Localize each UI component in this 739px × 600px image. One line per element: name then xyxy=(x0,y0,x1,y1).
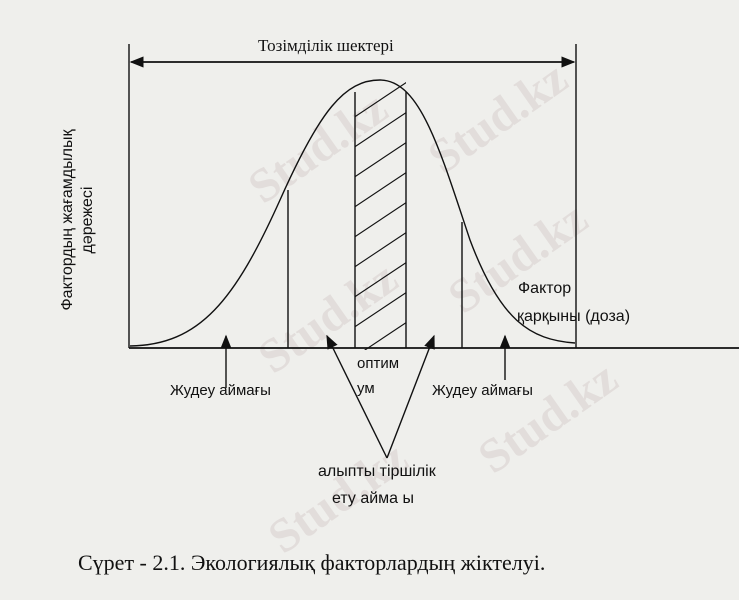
optimum-label-line1: оптим xyxy=(357,355,400,372)
pessimum-left-label: Жудеу аймағы xyxy=(170,382,271,399)
tolerance-curve xyxy=(129,79,576,347)
optimum-hatch xyxy=(355,82,406,350)
y-axis-label-line1: Фактордың жағамдылық xyxy=(59,129,76,311)
tolerance-label: Тозімділік шектері xyxy=(258,36,394,55)
y-axis-label: Фактордың жағамдылық дәрежесі xyxy=(58,90,98,350)
normal-zone-label-line2: ету айма ы xyxy=(332,490,414,507)
figure-caption: Сүрет - 2.1. Экологиялық факторлардың жі… xyxy=(78,550,546,575)
normal-zone-label-line1: алыпты тіршілік xyxy=(318,463,436,480)
x-axis-label-line2: қарқыны (доза) xyxy=(517,308,631,325)
x-axis-label-line1: Фактор xyxy=(518,280,572,297)
y-axis-label-line2: дәрежесі xyxy=(79,186,96,254)
pessimum-right-label: Жудеу аймағы xyxy=(432,382,533,399)
optimum-label-line2: ум xyxy=(357,380,375,397)
normal-zone-arrow-left xyxy=(326,334,388,459)
normal-zone-arrow-right xyxy=(386,334,435,459)
